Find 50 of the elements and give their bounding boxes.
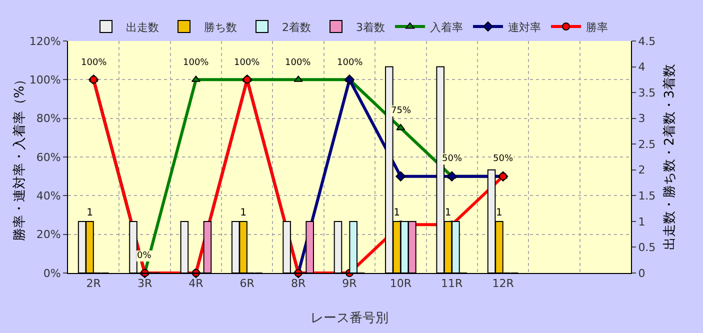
y2-tick-label: 3 — [638, 112, 646, 126]
x-tick-label: 3R — [137, 277, 152, 290]
y2-tick-label: 0.5 — [638, 241, 656, 254]
data-label: 100% — [285, 58, 312, 68]
y2-tick-label: 2.5 — [638, 138, 656, 151]
data-label: 1 — [240, 207, 246, 218]
data-label: 50% — [493, 154, 514, 164]
x-tick-label: 4R — [188, 277, 204, 290]
data-label: 100% — [337, 58, 364, 68]
y-axis-title: 勝率・連対率・入着率（%） — [11, 72, 28, 242]
data-label: 0% — [137, 251, 152, 261]
x-tick-label: 8R — [290, 277, 306, 290]
legend-label: 出走数 — [126, 20, 159, 34]
y2-tick-label: 0 — [638, 266, 646, 280]
y2-tick-label: 4.5 — [638, 34, 656, 48]
y2-tick-label: 2 — [638, 164, 646, 177]
y2-tick-label: 1.5 — [638, 190, 656, 203]
x-tick-label: 11R — [441, 277, 464, 290]
y-tick-label: 20% — [36, 228, 61, 242]
data-label: 50% — [442, 154, 462, 164]
legend-label: 3着数 — [356, 20, 385, 34]
data-label: 1 — [496, 207, 502, 218]
data-label: 1 — [86, 207, 93, 218]
legend-label: 勝率 — [586, 20, 608, 34]
y-tick-label: 100% — [29, 74, 61, 87]
data-label: 1 — [394, 207, 400, 218]
x-tick-label: 2R — [86, 277, 102, 290]
y-tick-label: 60% — [36, 150, 61, 164]
data-label: 100% — [234, 58, 260, 68]
legend-label: 連対率 — [508, 20, 541, 34]
data-label: 1 — [444, 207, 452, 218]
y2-axis-title: 出走数・勝ち数・2着数・3着数 — [662, 64, 678, 250]
x-tick-label: 12R — [492, 277, 514, 290]
x-tick-label: 9R — [342, 277, 358, 290]
x-axis-title: レース番号別 — [310, 311, 388, 326]
legend-label: 2着数 — [282, 20, 311, 34]
x-tick-label: 10R — [390, 277, 412, 290]
data-label: 100% — [81, 58, 108, 68]
y2-tick-label: 3.5 — [638, 86, 656, 100]
y-tick-label: 80% — [36, 112, 61, 126]
data-label: 75% — [391, 106, 412, 116]
x-tick-label: 6R — [240, 277, 255, 290]
y2-tick-label: 1 — [638, 215, 646, 228]
y-tick-label: 0% — [43, 266, 61, 280]
y2-tick-label: 4 — [638, 60, 646, 74]
legend-label: 入着率 — [430, 20, 463, 34]
data-label: 100% — [183, 58, 210, 68]
y-tick-label: 40% — [36, 190, 61, 203]
legend-label: 勝ち数 — [204, 20, 237, 34]
y-tick-label: 120% — [29, 34, 61, 48]
